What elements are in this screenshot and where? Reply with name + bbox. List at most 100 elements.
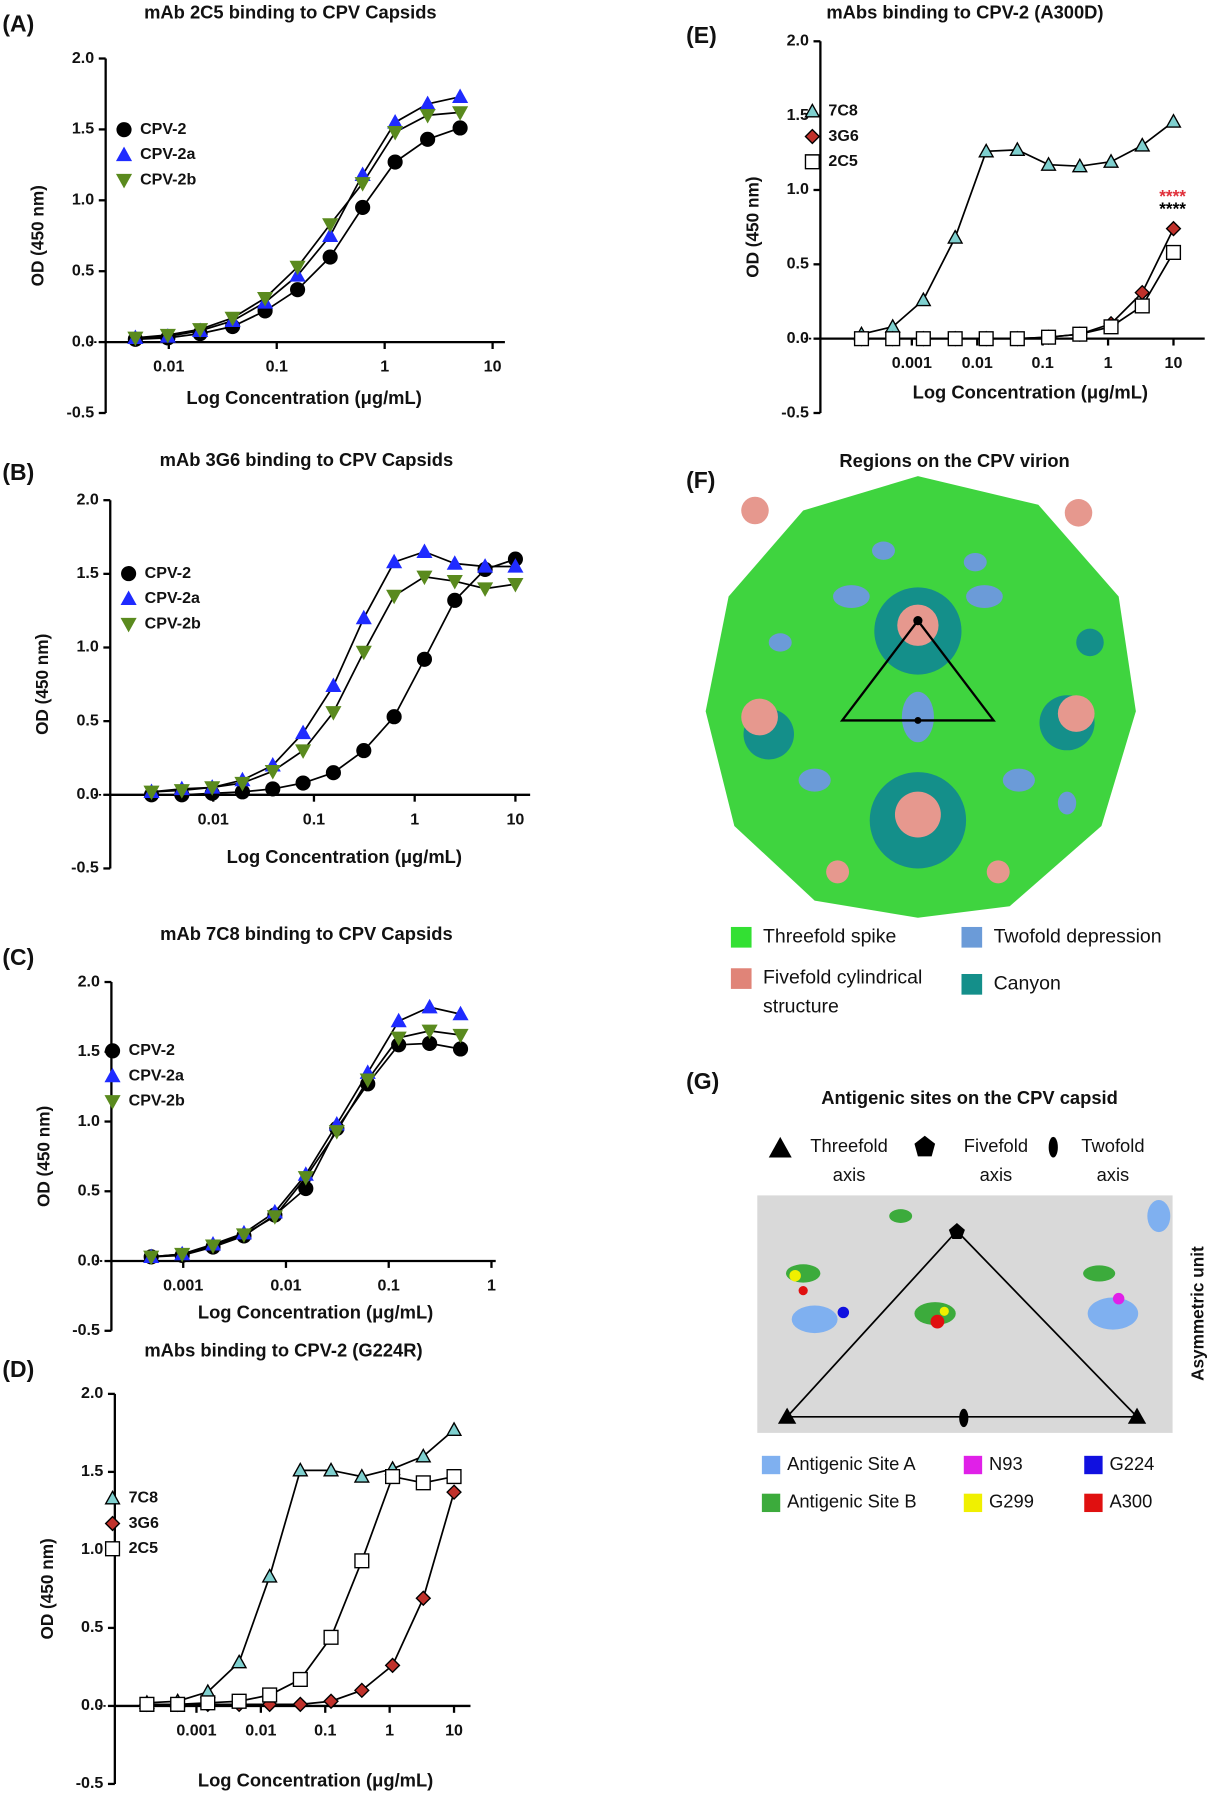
legend-marker <box>115 146 133 162</box>
data-point <box>446 555 463 570</box>
data-point <box>292 1696 309 1713</box>
x-tick-label: 0.01 <box>153 358 184 376</box>
data-point <box>170 1696 186 1712</box>
data-point <box>354 1553 370 1569</box>
data-point <box>421 998 438 1014</box>
data-point <box>386 709 402 725</box>
legend-marker <box>104 1515 121 1532</box>
legend-swatch <box>761 1493 781 1513</box>
data-point <box>415 1590 432 1607</box>
data-point <box>419 109 436 124</box>
y-tick-label: -0.5 <box>76 1774 104 1792</box>
data-point <box>447 592 463 608</box>
legend-label: Twofold depression <box>994 925 1162 947</box>
panel-label: (B) <box>2 459 34 485</box>
legend-swatch <box>1084 1493 1103 1513</box>
data-point <box>355 609 372 625</box>
legend-marker <box>104 1067 121 1083</box>
legend-swatch <box>961 973 983 995</box>
legend-label: CPV-2a <box>129 1066 185 1084</box>
axis-symbol-label: Threefold <box>810 1135 888 1156</box>
data-point <box>322 218 339 233</box>
data-point <box>507 577 524 593</box>
data-point <box>452 106 469 121</box>
y-tick-label: 0.0 <box>72 332 94 350</box>
data-point <box>325 706 342 721</box>
legend-swatch <box>963 1493 983 1513</box>
data-point <box>507 558 524 573</box>
legend-label: N93 <box>989 1453 1023 1474</box>
chart-title: mAbs binding to CPV-2 (A300D) <box>826 2 1103 23</box>
data-point <box>204 781 221 796</box>
x-tick-label: 0.1 <box>314 1721 336 1739</box>
y-axis-label: OD (450 nm) <box>742 177 762 278</box>
legend-label: G299 <box>989 1491 1034 1512</box>
data-point <box>386 553 403 569</box>
x-tick-label: 0.1 <box>266 358 288 376</box>
panel-label: (E) <box>686 22 717 48</box>
legend-label: 2C5 <box>828 152 858 170</box>
legend-marker <box>104 1489 121 1505</box>
legend-swatch <box>961 926 983 948</box>
legend-label: Antigenic Site B <box>787 1491 917 1512</box>
data-point <box>353 1682 370 1699</box>
data-point <box>420 131 436 147</box>
data-point <box>947 331 963 347</box>
data-point <box>885 331 901 347</box>
legend-label: Canyon <box>994 972 1061 994</box>
axis-symbol-label: axis <box>980 1164 1013 1185</box>
legend-label: 3G6 <box>129 1514 159 1532</box>
x-tick-label: 1 <box>380 358 389 376</box>
data-point <box>262 1687 278 1703</box>
y-tick-label: 2.0 <box>787 32 809 50</box>
x-tick-label: 0.001 <box>176 1721 216 1739</box>
legend-marker <box>104 1043 121 1059</box>
data-point <box>853 331 870 347</box>
data-point <box>1102 153 1120 168</box>
y-tick-label: 0.0 <box>81 1696 103 1714</box>
capsid-image <box>757 1135 1173 1433</box>
data-point <box>1165 244 1182 260</box>
data-point <box>295 744 312 759</box>
y-tick-label: 1.0 <box>76 638 98 656</box>
legend-label: CPV-2 <box>129 1041 175 1059</box>
legend-swatch <box>963 1455 983 1475</box>
legend-label: CPV-2 <box>140 120 186 138</box>
data-point <box>266 1210 283 1225</box>
legend-marker <box>121 566 137 582</box>
y-tick-label: 0.5 <box>76 711 98 729</box>
y-tick-label: 1.5 <box>78 1042 100 1060</box>
data-point <box>978 331 994 347</box>
x-tick-label: 0.01 <box>270 1277 301 1295</box>
chart-title: mAb 7C8 binding to CPV Capsids <box>160 923 453 944</box>
data-point <box>325 677 342 692</box>
y-tick-label: 1.0 <box>78 1112 100 1130</box>
legend-label: CPV-2b <box>140 170 196 188</box>
data-point <box>452 88 469 103</box>
panel-label: (F) <box>686 467 715 493</box>
legend-label: structure <box>763 995 839 1017</box>
x-tick-label: 1 <box>487 1277 496 1295</box>
data-point <box>1134 137 1151 152</box>
x-tick-label: 10 <box>1165 354 1183 372</box>
data-point <box>325 765 341 781</box>
data-point <box>359 1073 376 1088</box>
data-point <box>1103 319 1119 335</box>
series-line <box>151 1042 461 1258</box>
side-label: Asymmetric unit <box>1188 1246 1208 1381</box>
y-tick-label: 0.0 <box>78 1251 100 1269</box>
data-point <box>415 1447 432 1463</box>
legend-marker <box>804 128 821 145</box>
legend-swatch <box>1084 1455 1103 1475</box>
chart-title: mAb 3G6 binding to CPV Capsids <box>160 449 454 470</box>
data-point <box>947 229 964 244</box>
legend-label: CPV-2b <box>145 614 201 632</box>
axis-symbol-label: axis <box>833 1164 866 1185</box>
legend-label: CPV-2a <box>140 145 196 163</box>
virion-image <box>705 476 1136 918</box>
x-tick-label: 10 <box>506 810 524 828</box>
legend-swatch <box>730 968 752 989</box>
y-tick-label: 2.0 <box>81 1384 103 1402</box>
data-point <box>356 743 372 759</box>
data-point <box>353 1468 370 1483</box>
